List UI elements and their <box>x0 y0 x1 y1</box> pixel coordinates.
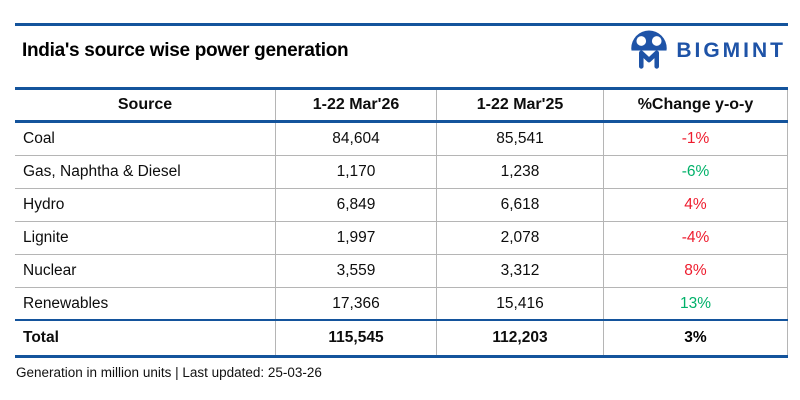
mar25-value: 6,618 <box>436 189 603 221</box>
source-label: Hydro <box>23 196 65 213</box>
mar26-value: 84,604 <box>275 123 436 155</box>
source-label: Gas, Naphtha & Diesel <box>23 163 181 180</box>
top-accent-rule <box>15 23 788 26</box>
column-header-mar25: 1-22 Mar'25 <box>436 90 603 120</box>
table-row-total: Total 115,545 112,203 3% <box>15 321 788 355</box>
table-header-row: Source 1-22 Mar'26 1-22 Mar'25 %Change y… <box>15 90 788 123</box>
change-value: 8% <box>603 255 788 287</box>
mar25-value: 15,416 <box>436 288 603 319</box>
mar25-value: 1,238 <box>436 156 603 188</box>
mar25-value: 3,312 <box>436 255 603 287</box>
source-label: Lignite <box>23 229 69 246</box>
change-value: -6% <box>603 156 788 188</box>
change-value: -4% <box>603 222 788 254</box>
brand-name: BIGMINT <box>676 39 786 62</box>
change-value: 4% <box>603 189 788 221</box>
bigmint-logo: BIGMINT <box>629 28 788 74</box>
mar26-value: 6,849 <box>275 189 436 221</box>
footnote: Generation in million units | Last updat… <box>16 365 322 380</box>
mar25-value: 2,078 <box>436 222 603 254</box>
column-header-change: %Change y-o-y <box>603 90 788 120</box>
bigmint-owl-icon <box>629 28 669 74</box>
column-header-source: Source <box>117 96 173 113</box>
source-label: Coal <box>23 130 55 147</box>
total-mar25-value: 112,203 <box>436 321 603 355</box>
source-label: Renewables <box>23 294 109 312</box>
change-value: -1% <box>603 123 788 155</box>
total-change-value: 3% <box>603 321 788 355</box>
power-generation-table: Source 1-22 Mar'26 1-22 Mar'25 %Change y… <box>15 87 788 358</box>
table-row-hydro: Hydro 6,849 6,618 4% <box>15 189 788 222</box>
table-row-renewables: Renewables 17,366 15,416 13% <box>15 288 788 321</box>
mar26-value: 17,366 <box>275 288 436 319</box>
table-row-lignite: Lignite 1,997 2,078 -4% <box>15 222 788 255</box>
mar25-value: 85,541 <box>436 123 603 155</box>
source-label: Nuclear <box>23 262 77 279</box>
table-row-gas-naphtha-diesel: Gas, Naphtha & Diesel 1,170 1,238 -6% <box>15 156 788 189</box>
column-header-mar26: 1-22 Mar'26 <box>275 90 436 120</box>
total-label: Total <box>23 329 59 346</box>
table-row-nuclear: Nuclear 3,559 3,312 8% <box>15 255 788 288</box>
masthead: India's source wise power generation BIG… <box>22 27 788 75</box>
mar26-value: 1,170 <box>275 156 436 188</box>
mar26-value: 3,559 <box>275 255 436 287</box>
page-title: India's source wise power generation <box>22 40 349 61</box>
mar26-value: 1,997 <box>275 222 436 254</box>
total-mar26-value: 115,545 <box>275 321 436 355</box>
change-value: 13% <box>603 288 788 319</box>
table-row-coal: Coal 84,604 85,541 -1% <box>15 123 788 156</box>
